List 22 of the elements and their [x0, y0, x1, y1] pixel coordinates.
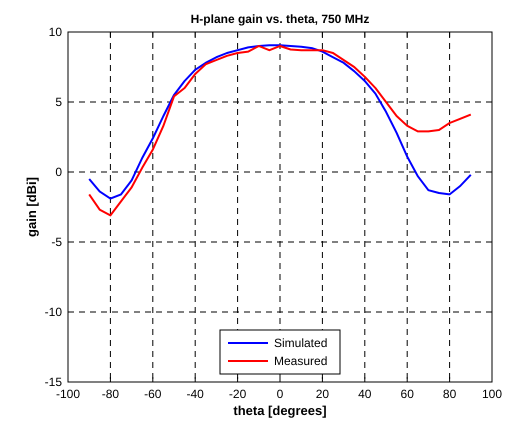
x-tick-label: 0 — [276, 387, 284, 401]
x-tick-label: -60 — [144, 387, 162, 401]
y-tick-label: -15 — [44, 375, 62, 389]
x-tick-label: 100 — [482, 387, 502, 401]
y-tick-label: -5 — [51, 235, 62, 249]
legend-label: Measured — [274, 354, 328, 368]
x-tick-label: -40 — [186, 387, 204, 401]
y-tick-label: 0 — [55, 165, 62, 179]
x-tick-label: -100 — [56, 387, 80, 401]
x-tick-label: 20 — [316, 387, 330, 401]
legend-label: Simulated — [274, 336, 328, 350]
x-tick-label: 80 — [442, 387, 457, 401]
y-tick-label: 10 — [48, 25, 62, 39]
x-axis-title: theta [degrees] — [233, 403, 327, 418]
x-tick-label: 40 — [358, 387, 372, 401]
x-tick-label: -20 — [228, 387, 247, 401]
x-tick-label: 60 — [400, 387, 414, 401]
y-tick-label: -10 — [44, 305, 62, 319]
y-axis-title: gain [dBi] — [24, 177, 39, 237]
y-tick-label: 5 — [55, 95, 62, 109]
x-tick-label: -80 — [102, 387, 120, 401]
chart-title: H-plane gain vs. theta, 750 MHz — [190, 12, 370, 26]
